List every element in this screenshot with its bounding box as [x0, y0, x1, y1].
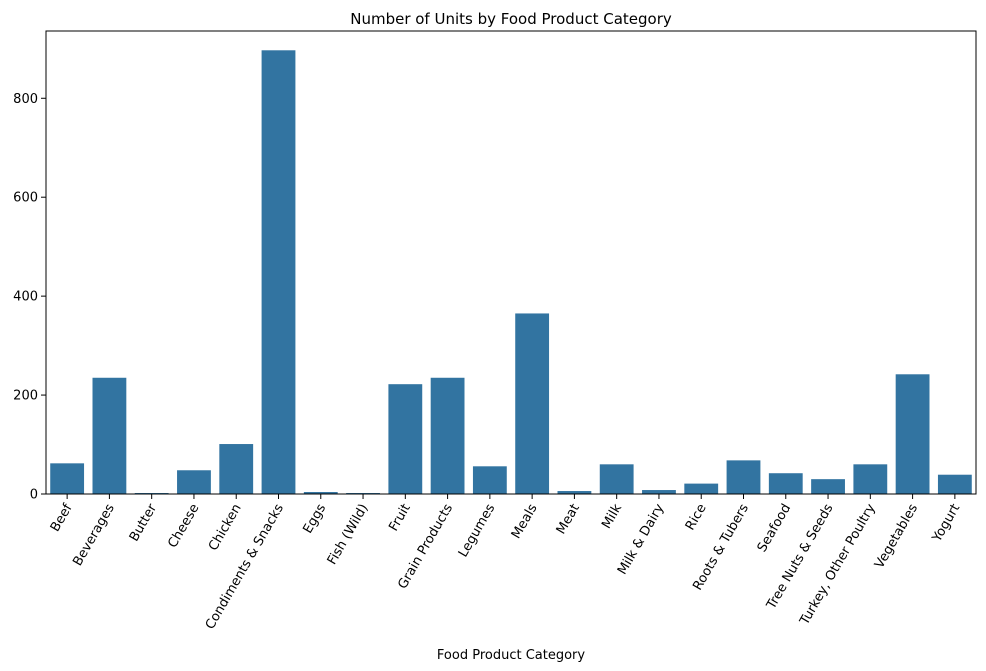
x-tick-label: Cheese: [165, 502, 202, 551]
chart-title: Number of Units by Food Product Category: [350, 10, 672, 28]
bar: [177, 470, 211, 494]
bar: [515, 313, 550, 494]
bar: [388, 384, 423, 494]
x-tick-label: Turkey, Other Poultry: [797, 501, 879, 628]
y-tick-label: 600: [13, 191, 38, 206]
bar: [430, 377, 465, 494]
x-tick-label: Legumes: [456, 501, 499, 560]
x-tick-label: Meals: [509, 501, 541, 541]
bar: [853, 464, 888, 494]
bar: [219, 444, 254, 494]
bar: [726, 460, 761, 494]
bar: [303, 492, 338, 494]
x-tick-label: Rice: [683, 502, 710, 534]
bar: [937, 474, 972, 494]
bar: [684, 483, 719, 494]
x-tick-label: Yogurt: [929, 502, 963, 546]
x-tick-label: Eggs: [300, 501, 329, 536]
x-tick-label: Condiments & Snacks: [203, 501, 287, 632]
y-tick-label: 0: [30, 488, 38, 503]
y-tick-label: 200: [13, 389, 38, 404]
bar: [472, 466, 507, 494]
bar: [642, 490, 676, 494]
x-tick-label: Milk: [599, 501, 625, 531]
bar: [811, 479, 845, 494]
x-tick-label: Meat: [554, 502, 583, 537]
x-tick-label: Beverages: [70, 501, 118, 568]
x-tick-label: Butter: [127, 501, 161, 544]
bar: [768, 473, 803, 494]
x-tick-label: Seafood: [755, 502, 794, 555]
bars-group: [50, 50, 972, 494]
y-tick-label: 800: [13, 92, 38, 107]
bar: [50, 463, 85, 494]
bar: [92, 377, 127, 494]
x-axis-label: Food Product Category: [437, 648, 585, 663]
bar: [261, 50, 296, 494]
x-tick-label: Fruit: [386, 502, 413, 534]
bar: [557, 491, 592, 494]
bar: [895, 374, 930, 494]
y-tick-label: 400: [13, 290, 38, 305]
x-tick-label: Fish (Wild): [325, 502, 372, 568]
y-axis: 0 200 400 600 800: [13, 92, 46, 503]
bar: [599, 464, 634, 494]
x-tick-label: Chicken: [206, 502, 245, 554]
x-tick-label: Beef: [48, 501, 76, 534]
plot-frame: [45, 30, 977, 495]
x-tick-label: Vegetables: [872, 501, 921, 571]
